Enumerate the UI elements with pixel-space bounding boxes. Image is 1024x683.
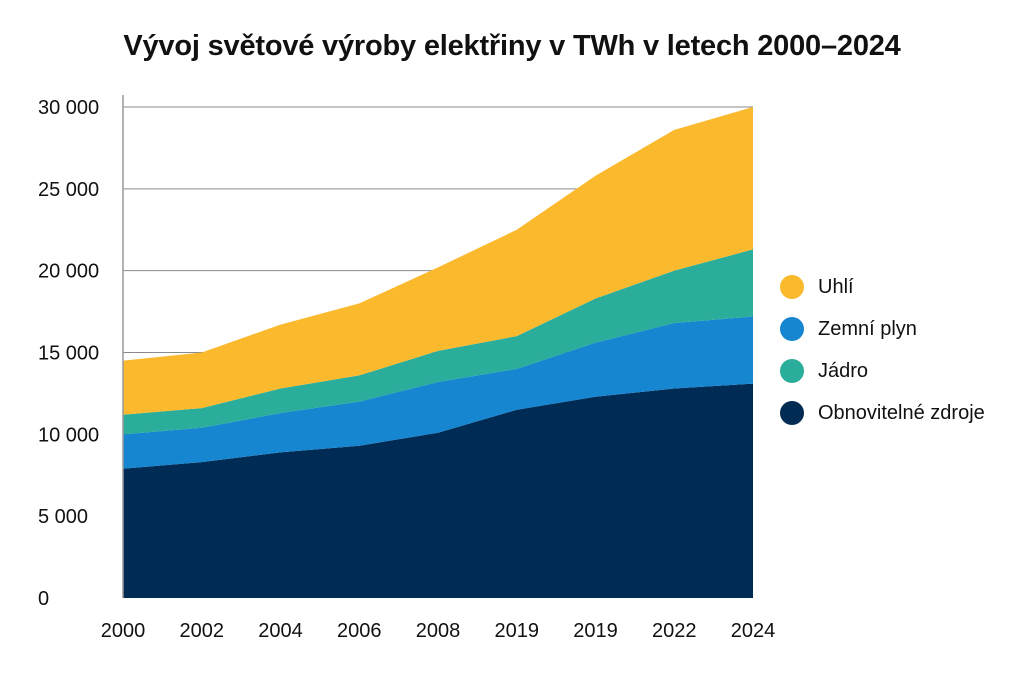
- y-tick-label: 30 000: [38, 97, 99, 119]
- y-tick-label: 0: [38, 588, 49, 610]
- x-tick-label: 2019: [573, 620, 618, 642]
- legend: Uhlí Zemní plyn Jádro Obnovitelné zdroje: [780, 266, 985, 434]
- legend-label: Zemní plyn: [818, 317, 917, 340]
- legend-swatch-icon: [780, 317, 804, 341]
- y-tick-label: 15 000: [38, 343, 99, 365]
- x-tick-label: 2024: [731, 620, 776, 642]
- legend-item: Obnovitelné zdroje: [780, 392, 985, 434]
- x-tick-label: 2008: [416, 620, 461, 642]
- legend-swatch-icon: [780, 275, 804, 299]
- area-uhlí: [123, 107, 753, 415]
- area-jádro: [123, 249, 753, 435]
- legend-label: Uhlí: [818, 275, 854, 298]
- legend-label: Jádro: [818, 359, 869, 382]
- y-tick-label: 5 000: [38, 506, 88, 528]
- x-tick-label: 2002: [180, 620, 225, 642]
- y-tick-label: 25 000: [38, 179, 99, 201]
- legend-item: Zemní plyn: [780, 308, 985, 350]
- x-tick-label: 2019: [495, 620, 540, 642]
- area-obnovitelné-zdroje: [123, 383, 753, 598]
- chart-title: Vývoj světové výroby elektřiny v TWh v l…: [123, 30, 901, 62]
- y-tick-label: 10 000: [38, 424, 99, 446]
- x-tick-label: 2022: [652, 620, 697, 642]
- legend-swatch-icon: [780, 359, 804, 383]
- area-zemní-plyn: [123, 316, 753, 469]
- legend-swatch-icon: [780, 401, 804, 425]
- y-tick-label: 20 000: [38, 261, 99, 283]
- legend-label: Obnovitelné zdroje: [818, 401, 985, 424]
- x-tick-label: 2004: [258, 620, 303, 642]
- x-tick-label: 2006: [337, 620, 382, 642]
- legend-item: Uhlí: [780, 266, 985, 308]
- x-tick-label: 2000: [101, 620, 146, 642]
- legend-item: Jádro: [780, 350, 985, 392]
